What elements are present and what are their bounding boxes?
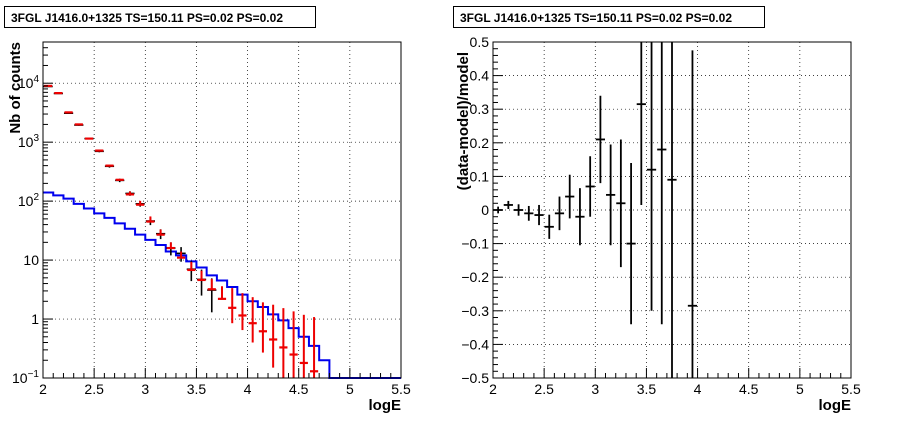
x-tick-label: 2 [39,381,47,397]
right-chart: 2 2.5 3 3.5 4 4.5 5 5.5 −0.5 −0.4 −0.3 −0.2 −0.1 0 0.1… [455,34,861,414]
y-tick-label: 0.1 [470,168,490,184]
x-axis-label: logE [369,397,402,414]
y-tick-label: −0.4 [461,336,489,352]
y-tick-label: 102 [18,192,40,209]
x-tick-label: 3.5 [637,381,657,397]
y-tick-label: 10−1 [12,369,39,386]
right-chart-title: 3FGL J1416.0+1325 TS=150.11 PS=0.02 PS=0… [453,6,765,28]
y-tick-label: 0.2 [470,135,490,151]
y-tick-label: −0.1 [461,236,489,252]
x-tick-label: 2.5 [84,381,104,397]
y-tick-label: 0 [481,202,489,218]
x-tick-label: 4 [244,381,252,397]
y-tick-label: 0.5 [470,34,490,50]
x-tick-label: 3.5 [187,381,207,397]
left-chart-title: 3FGL J1416.0+1325 TS=150.11 PS=0.02 PS=0… [4,6,316,28]
x-tick-label: 2 [489,381,497,397]
x-tick-label: 4.5 [739,381,759,397]
y-tick-label: 10 [23,252,39,268]
y-tick-label: 103 [18,133,40,150]
x-tick-label: 5.5 [841,381,861,397]
y-tick-label: −0.3 [461,303,489,319]
x-tick-label: 3 [141,381,149,397]
x-tick-label: 5 [346,381,354,397]
y-tick-label: 0.4 [470,68,490,84]
y-tick-label: 0.3 [470,101,490,117]
x-tick-label: 5 [796,381,804,397]
x-tick-label: 2.5 [534,381,554,397]
x-tick-label: 5.5 [391,381,411,397]
y-axis-label: (data-model)/model [455,52,472,190]
x-tick-label: 3 [591,381,599,397]
x-tick-label: 4 [694,381,702,397]
y-axis-label: Nb of counts [7,42,24,134]
plot-frame [42,41,402,379]
y-tick-label: −0.2 [461,269,489,285]
x-tick-label: 4.5 [289,381,309,397]
x-axis-label: logE [819,397,852,414]
y-tick-label: 1 [31,311,39,327]
blue-model-step-line [43,191,401,379]
y-tick-label: −0.5 [461,370,489,386]
